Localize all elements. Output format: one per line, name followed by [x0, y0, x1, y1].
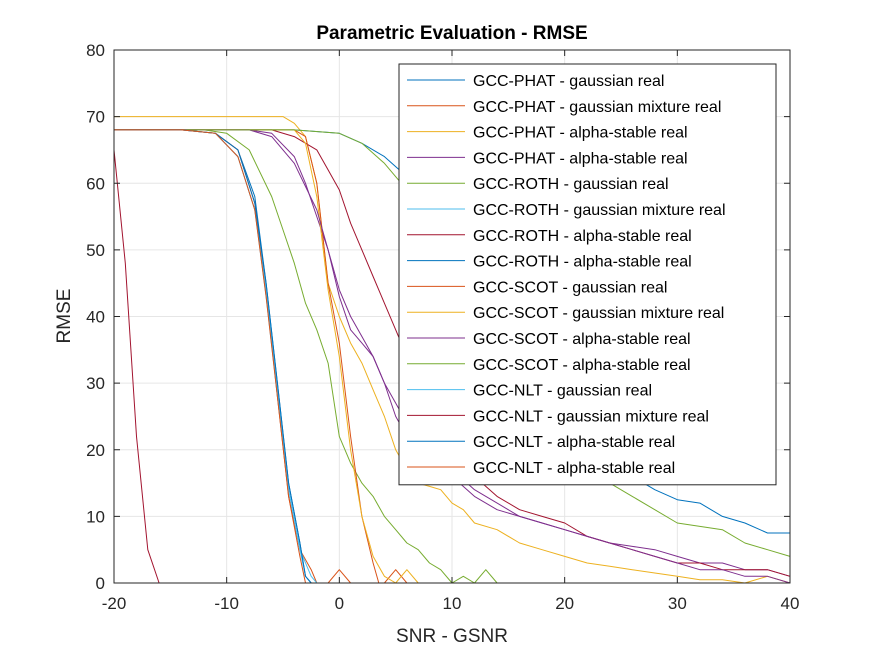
legend-entry-label: GCC-PHAT - alpha-stable real	[473, 125, 688, 142]
x-tick-label: 0	[335, 594, 344, 613]
chart-title: Parametric Evaluation - RMSE	[316, 23, 587, 44]
series-line-3	[114, 116, 791, 584]
y-tick-label: 10	[86, 507, 105, 526]
x-tick-label: 10	[443, 594, 462, 613]
y-tick-label: 60	[86, 174, 105, 193]
y-tick-label: 40	[86, 308, 105, 327]
x-tick-label: 40	[781, 594, 800, 613]
legend-box	[398, 63, 777, 486]
legend-entry-label: GCC-NLT - alpha-stable real	[473, 434, 675, 451]
legend-entry-label: GCC-SCOT - gaussian mixture real	[473, 305, 724, 322]
legend-entry-label: GCC-PHAT - gaussian real	[473, 73, 664, 90]
y-tick-label: 70	[86, 108, 105, 127]
legend-entry-label: GCC-ROTH - alpha-stable real	[473, 228, 692, 245]
series-line-9	[114, 129, 790, 584]
legend: GCC-PHAT - gaussian real GCC-PHAT - gauss…	[398, 63, 777, 486]
y-tick-label: 50	[86, 241, 105, 260]
y-axis-label: RMSE	[54, 289, 75, 344]
x-axis-label: SNR - GSNR	[396, 626, 508, 647]
series-line-10	[114, 129, 790, 584]
legend-entry-label: GCC-PHAT - alpha-stable real	[473, 150, 688, 167]
legend-entry-label: GCC-NLT - alpha-stable real	[473, 460, 675, 477]
legend-entry-label: GCC-SCOT - alpha-stable real	[473, 357, 691, 374]
x-tick-label: -20	[102, 594, 127, 613]
series-line-16	[114, 129, 790, 584]
y-tick-label: 20	[86, 441, 105, 460]
legend-entry-label: GCC-NLT - gaussian real	[473, 383, 652, 400]
x-tick-label: -10	[214, 594, 239, 613]
legend-entry-label: GCC-SCOT - gaussian real	[473, 279, 667, 296]
legend-entry-label: GCC-NLT - gaussian mixture real	[473, 408, 709, 425]
y-tick-label: 0	[96, 574, 105, 593]
axis-ticks: -20 -10 0 10 20 30 40 0 10 20 30 40 50 60 70 80	[86, 41, 799, 613]
legend-entry-label: GCC-ROTH - gaussian mixture real	[473, 202, 726, 219]
legend-entry-label: GCC-ROTH - gaussian real	[473, 176, 669, 193]
x-tick-label: 20	[555, 594, 574, 613]
legend-entry-label: GCC-ROTH - alpha-stable real	[473, 254, 692, 271]
legend-entry-label: GCC-SCOT - alpha-stable real	[473, 331, 691, 348]
y-tick-label: 80	[86, 41, 105, 60]
series-line-5	[114, 129, 790, 584]
legend-entry-label: GCC-PHAT - gaussian mixture real	[473, 99, 721, 116]
x-tick-label: 30	[668, 594, 687, 613]
y-tick-label: 30	[86, 374, 105, 393]
